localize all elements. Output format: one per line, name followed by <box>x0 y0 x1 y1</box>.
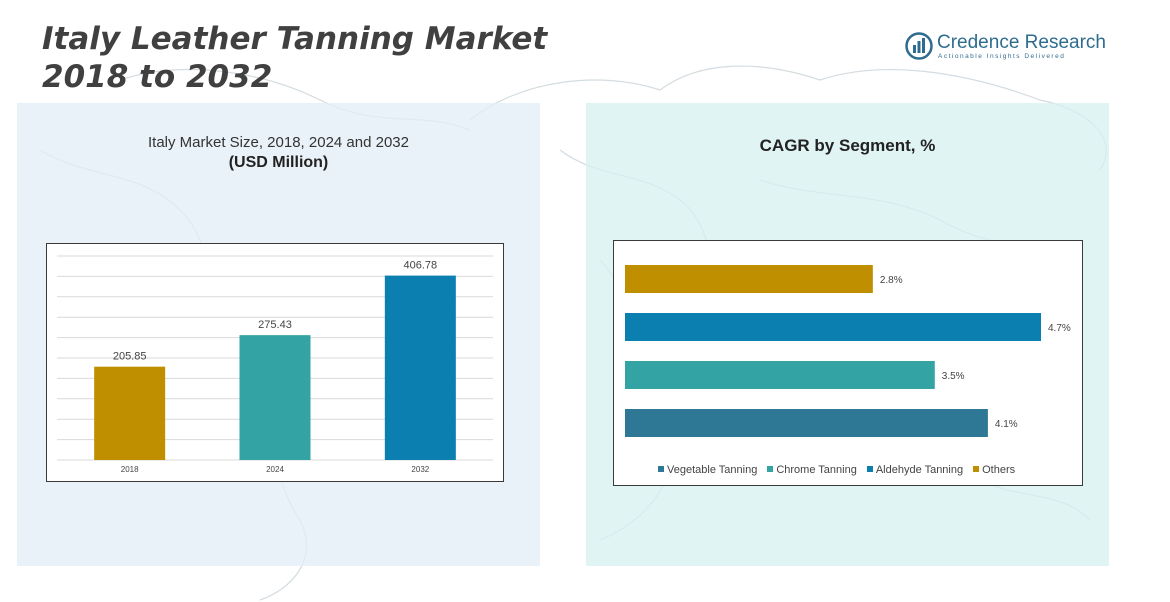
legend-swatch <box>973 466 980 472</box>
market-size-chart-svg: 205.85 2018 275.43 2024 406.78 2032 <box>57 255 493 474</box>
legend-swatch <box>767 466 774 472</box>
bar-value-label: 4.7% <box>1048 323 1071 334</box>
market-size-subtitle: (USD Million) <box>228 154 329 171</box>
bar-aldehyde-tanning <box>625 313 1041 341</box>
legend-label: Vegetable Tanning <box>667 464 758 476</box>
x-tick-label: 2032 <box>411 465 429 474</box>
bar-2032 <box>384 275 456 460</box>
bar-2024 <box>239 335 311 460</box>
cagr-title: CAGR by Segment, % <box>759 136 936 155</box>
cagr-chart-svg: 2.8% 4.7% 3.5% 4.1% <box>625 265 1071 437</box>
x-tick-label: 2018 <box>121 465 139 474</box>
credence-bars-icon <box>905 32 933 60</box>
legend-item: Others <box>973 464 1015 476</box>
legend-swatch <box>866 466 873 472</box>
legend-item: Aldehyde Tanning <box>866 464 964 476</box>
bar-others <box>625 265 873 293</box>
cagr-legend: Vegetable Tanning Chrome Tanning Aldehyde … <box>658 464 1025 476</box>
market-size-title: Italy Market Size, 2018, 2024 and 2032 <box>147 134 409 151</box>
x-tick-label: 2024 <box>266 465 284 474</box>
bar-value-label: 275.43 <box>258 319 292 331</box>
bar-chrome-tanning <box>625 361 935 389</box>
credence-research-logo: Credence Research Actionable Insights De… <box>905 30 1106 64</box>
page-title: Italy Leather Tanning Market 2018 to 203… <box>42 21 548 95</box>
market-size-chart: 205.85 2018 275.43 2024 406.78 2032 <box>46 243 504 482</box>
legend-label: Aldehyde Tanning <box>875 464 964 476</box>
logo-name: Credence Research <box>937 32 1106 53</box>
bar-2018 <box>94 366 166 460</box>
logo-tagline: Actionable Insights Delivered <box>938 53 1066 60</box>
bar-vegetable-tanning <box>625 409 988 437</box>
bar-value-label: 406.78 <box>404 260 438 272</box>
cagr-chart: 2.8% 4.7% 3.5% 4.1% Vegetable Tanning Chrome… <box>613 240 1083 486</box>
legend-item: Chrome Tanning <box>767 464 857 476</box>
bar-value-label: 205.85 <box>113 351 147 363</box>
bar-value-label: 2.8% <box>880 275 903 286</box>
legend-swatch <box>658 466 664 472</box>
bar-value-label: 3.5% <box>942 371 965 382</box>
legend-label: Others <box>982 464 1016 476</box>
legend-label: Chrome Tanning <box>776 464 857 476</box>
bar-value-label: 4.1% <box>995 419 1018 430</box>
legend-item: Vegetable Tanning <box>658 464 757 476</box>
